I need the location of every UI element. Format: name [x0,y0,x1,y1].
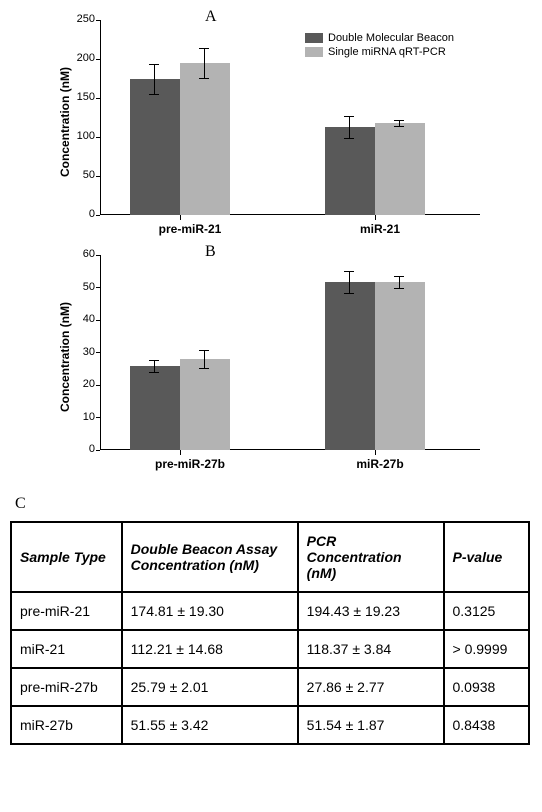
ytick-b-3: 30 [75,346,95,358]
xtick-a-0: pre-miR-21 [140,222,240,236]
ytick-b-2: 20 [75,378,95,390]
table-header-row: Sample Type Double Beacon Assay Concentr… [11,522,529,592]
bar-a-0-1 [180,63,230,215]
cell: pre-miR-27b [11,668,122,706]
bar-a-0-0 [130,79,180,215]
table-row: pre-miR-21 174.81 ± 19.30 194.43 ± 19.23… [11,592,529,630]
cell: miR-21 [11,630,122,668]
ytick-a-0: 0 [75,208,95,220]
ytick-a-1: 50 [75,169,95,181]
ytick-a-4: 200 [70,52,95,64]
cell: 0.0938 [444,668,530,706]
bar-b-0-1 [180,359,230,450]
table-section: C Sample Type Double Beacon Assay Concen… [0,495,542,745]
cell: 0.3125 [444,592,530,630]
cell: 174.81 ± 19.30 [122,592,298,630]
cell: 118.37 ± 3.84 [298,630,444,668]
bar-b-1-0 [325,282,375,450]
ytick-a-2: 100 [70,130,95,142]
chart-a-plot: 0 50 100 150 200 250 [100,20,480,215]
chart-b-plot: 0 10 20 30 40 50 60 [100,255,480,450]
col-pcr: PCR Concentration (nM) [298,522,444,592]
bar-a-1-0 [325,127,375,215]
col-sample-type: Sample Type [11,522,122,592]
chart-b: B Concentration (nM) 0 10 20 30 40 50 60 [50,245,520,480]
col-pvalue: P-value [444,522,530,592]
cell: > 0.9999 [444,630,530,668]
xtick-b-1: miR-27b [340,457,420,471]
data-table: Sample Type Double Beacon Assay Concentr… [10,521,530,745]
table-row: miR-27b 51.55 ± 3.42 51.54 ± 1.87 0.8438 [11,706,529,744]
ytick-a-5: 250 [70,13,95,25]
bar-a-1-1 [375,123,425,215]
table-row: miR-21 112.21 ± 14.68 118.37 ± 3.84 > 0.… [11,630,529,668]
col-beacon: Double Beacon Assay Concentration (nM) [122,522,298,592]
bar-b-1-1 [375,282,425,450]
cell: 194.43 ± 19.23 [298,592,444,630]
cell: 0.8438 [444,706,530,744]
ytick-b-5: 50 [75,281,95,293]
ytick-b-1: 10 [75,411,95,423]
xtick-b-0: pre-miR-27b [135,457,245,471]
cell: 51.54 ± 1.87 [298,706,444,744]
cell: 51.55 ± 3.42 [122,706,298,744]
ytick-b-0: 0 [75,443,95,455]
xtick-a-1: miR-21 [340,222,420,236]
chart-a-ylabel: Concentration (nM) [58,57,72,177]
ytick-a-3: 150 [70,91,95,103]
chart-a: A Concentration (nM) Double Molecular Be… [50,10,520,240]
table-row: pre-miR-27b 25.79 ± 2.01 27.86 ± 2.77 0.… [11,668,529,706]
panel-c-label: C [15,495,532,513]
chart-b-ylabel: Concentration (nM) [58,292,72,412]
bar-b-0-0 [130,366,180,450]
ytick-b-4: 40 [75,313,95,325]
cell: 112.21 ± 14.68 [122,630,298,668]
cell: 25.79 ± 2.01 [122,668,298,706]
cell: pre-miR-21 [11,592,122,630]
ytick-b-6: 60 [75,248,95,260]
cell: 27.86 ± 2.77 [298,668,444,706]
cell: miR-27b [11,706,122,744]
